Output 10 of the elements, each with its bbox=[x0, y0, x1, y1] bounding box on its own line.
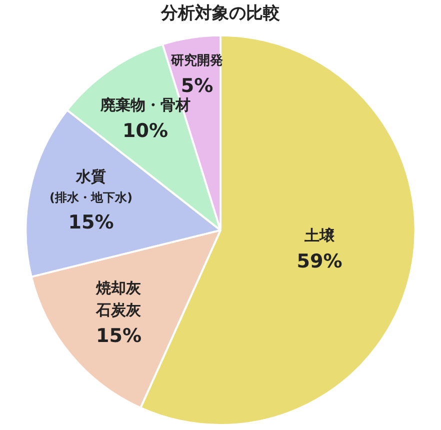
data-label: 15% bbox=[96, 324, 142, 347]
data-label: 5% bbox=[180, 75, 214, 98]
slice-label: 土壌 bbox=[304, 226, 336, 244]
slice-label: 廃棄物・骨材 bbox=[99, 96, 190, 114]
slice-label: 焼却灰石炭灰 bbox=[95, 278, 142, 319]
chart-title: 分析対象の比較 bbox=[160, 4, 281, 24]
data-label: 15% bbox=[68, 211, 114, 234]
data-label: 59% bbox=[296, 250, 342, 272]
data-label: 10% bbox=[122, 120, 168, 142]
slice-label: 水質(排水・地下水) bbox=[50, 167, 132, 205]
